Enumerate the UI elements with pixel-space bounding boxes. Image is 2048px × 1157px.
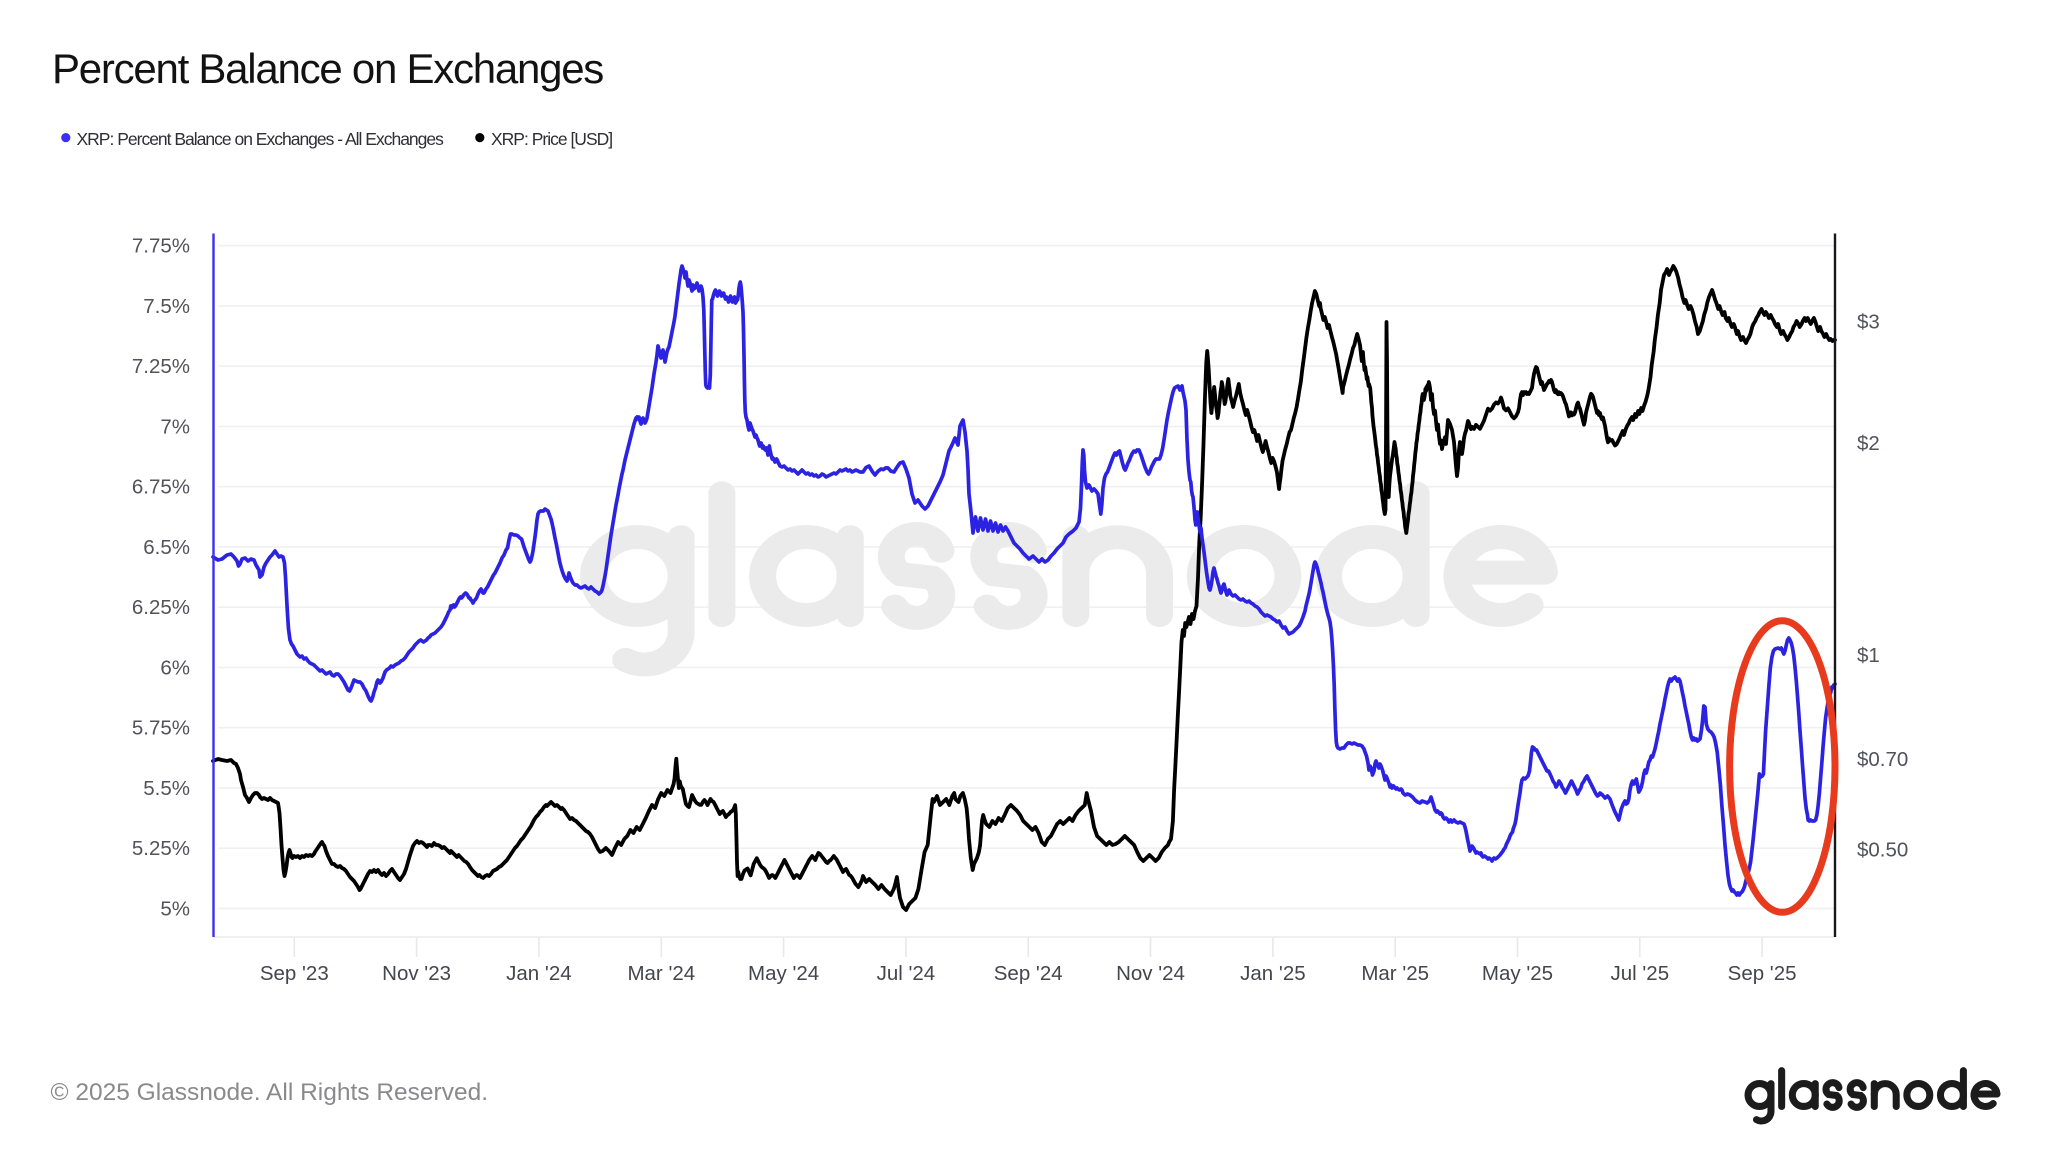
svg-text:Nov '24: Nov '24 [1116,962,1185,985]
svg-text:May '25: May '25 [1482,962,1553,985]
svg-text:5%: 5% [160,897,190,920]
svg-text:6.25%: 6.25% [132,596,190,619]
svg-text:Mar '25: Mar '25 [1361,962,1429,985]
svg-text:Nov '23: Nov '23 [382,962,451,985]
svg-text:Mar '24: Mar '24 [627,962,695,985]
svg-text:XRP: Price [USD]: XRP: Price [USD] [491,129,612,149]
svg-text:6.75%: 6.75% [132,476,190,499]
svg-text:Sep '23: Sep '23 [260,962,329,985]
svg-text:Jul '24: Jul '24 [877,962,936,985]
svg-text:7.75%: 7.75% [132,235,190,258]
svg-text:7.25%: 7.25% [132,355,190,378]
svg-text:Sep '24: Sep '24 [994,962,1063,985]
svg-text:Jul '25: Jul '25 [1610,962,1669,985]
svg-text:$0.70: $0.70 [1857,748,1908,771]
svg-text:$2: $2 [1857,432,1880,455]
svg-text:XRP: Percent Balance on Exchan: XRP: Percent Balance on Exchanges - All … [77,129,445,149]
svg-text:6.5%: 6.5% [143,536,190,559]
svg-text:© 2025 Glassnode. All Rights R: © 2025 Glassnode. All Rights Reserved. [51,1079,489,1106]
svg-text:$1: $1 [1857,644,1880,667]
svg-text:Sep '25: Sep '25 [1728,962,1797,985]
svg-text:May '24: May '24 [748,962,819,985]
svg-text:5.25%: 5.25% [132,837,190,860]
svg-text:7%: 7% [160,415,190,438]
svg-text:6%: 6% [160,656,190,679]
svg-text:5.75%: 5.75% [132,717,190,740]
svg-text:5.5%: 5.5% [143,777,190,800]
svg-text:Percent Balance on Exchanges: Percent Balance on Exchanges [52,45,603,92]
svg-text:$3: $3 [1857,311,1880,334]
svg-text:$0.50: $0.50 [1857,839,1908,862]
svg-text:7.5%: 7.5% [143,295,190,318]
svg-text:Jan '24: Jan '24 [506,962,571,985]
svg-text:Jan '25: Jan '25 [1240,962,1305,985]
